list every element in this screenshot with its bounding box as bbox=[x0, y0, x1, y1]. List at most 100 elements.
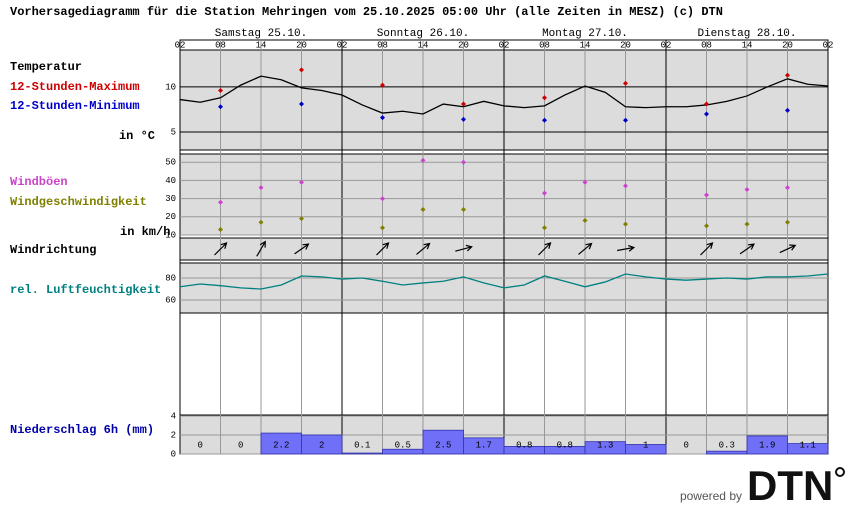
y-tick-label: 20 bbox=[165, 212, 176, 222]
marker bbox=[785, 219, 790, 225]
legend-label: Windböen bbox=[10, 175, 68, 189]
marker bbox=[704, 111, 709, 117]
marker bbox=[258, 185, 264, 191]
x-tick-label: 20 bbox=[782, 40, 793, 50]
x-tick-label: 02 bbox=[661, 40, 672, 50]
marker bbox=[582, 179, 588, 185]
x-tick-label: 14 bbox=[418, 40, 429, 50]
x-tick-label: 20 bbox=[296, 40, 307, 50]
day-label: Montag 27.10. bbox=[542, 28, 628, 40]
x-tick-label: 02 bbox=[823, 40, 834, 50]
marker bbox=[299, 67, 304, 73]
powered-by: powered by bbox=[680, 489, 742, 503]
x-tick-label: 14 bbox=[256, 40, 267, 50]
value-label: 1 bbox=[643, 440, 648, 450]
value-label: 1.3 bbox=[597, 440, 613, 450]
x-tick-label: 08 bbox=[539, 40, 550, 50]
series-line bbox=[179, 273, 829, 290]
marker bbox=[744, 186, 750, 192]
bar bbox=[706, 450, 748, 455]
day-label: Sonntag 26.10. bbox=[377, 28, 469, 40]
marker bbox=[704, 223, 709, 229]
value-label: 0 bbox=[684, 440, 689, 450]
marker bbox=[218, 104, 223, 110]
x-tick-label: 02 bbox=[337, 40, 348, 50]
marker bbox=[542, 117, 547, 123]
marker bbox=[461, 116, 466, 122]
y-tick-label: 10 bbox=[165, 82, 176, 92]
marker bbox=[623, 183, 628, 189]
logo-dot bbox=[835, 467, 845, 477]
wind-arrow bbox=[700, 242, 714, 256]
value-label: 2.5 bbox=[435, 440, 451, 450]
marker bbox=[785, 72, 790, 78]
marker bbox=[420, 157, 426, 163]
marker bbox=[299, 179, 304, 185]
value-label: 1.7 bbox=[476, 440, 492, 450]
day-label: Dienstag 28.10. bbox=[697, 28, 796, 40]
marker bbox=[420, 207, 426, 213]
y-tick-label: 30 bbox=[165, 194, 176, 204]
x-tick-label: 20 bbox=[458, 40, 469, 50]
marker bbox=[299, 101, 304, 107]
x-tick-label: 14 bbox=[742, 40, 753, 50]
marker bbox=[218, 199, 223, 205]
wind-arrow bbox=[779, 244, 797, 254]
bar bbox=[625, 444, 667, 455]
value-label: 2 bbox=[319, 440, 324, 450]
value-label: 0.1 bbox=[354, 440, 370, 450]
panel-label: Temperatur bbox=[10, 60, 82, 74]
marker bbox=[380, 225, 385, 231]
x-tick-label: 14 bbox=[580, 40, 591, 50]
legend-label: 12-Stunden-Minimum bbox=[10, 99, 140, 113]
wind-arrow bbox=[214, 242, 228, 256]
bar bbox=[463, 437, 505, 455]
marker bbox=[623, 117, 628, 123]
marker bbox=[542, 95, 547, 101]
value-label: 0 bbox=[198, 440, 203, 450]
marker bbox=[258, 219, 264, 225]
y-tick-label: 5 bbox=[171, 127, 176, 137]
y-tick-label: 60 bbox=[165, 295, 176, 305]
value-label: 0.5 bbox=[395, 440, 411, 450]
marker bbox=[623, 80, 628, 86]
y-tick-label: 50 bbox=[165, 158, 176, 168]
wind-arrow bbox=[739, 243, 755, 255]
value-label: 2.2 bbox=[273, 440, 289, 450]
wind-arrow bbox=[256, 240, 266, 257]
marker bbox=[461, 101, 466, 107]
marker bbox=[542, 190, 547, 196]
y-tick-label: 10 bbox=[165, 230, 176, 240]
value-label: 1.1 bbox=[800, 440, 816, 450]
bar bbox=[341, 452, 383, 455]
marker bbox=[461, 207, 466, 213]
marker bbox=[380, 115, 385, 121]
series-line bbox=[179, 75, 829, 115]
marker bbox=[299, 216, 304, 222]
value-label: 0.8 bbox=[557, 440, 573, 450]
title: Vorhersagediagramm für die Station Mehri… bbox=[10, 5, 723, 19]
value-label: 0 bbox=[238, 440, 243, 450]
legend-label: 12-Stunden-Maximum bbox=[10, 80, 140, 94]
x-tick-label: 02 bbox=[175, 40, 186, 50]
value-label: 1.9 bbox=[759, 440, 775, 450]
y-tick-label: 0 bbox=[171, 449, 176, 459]
panel-label: Niederschlag 6h (mm) bbox=[10, 423, 154, 437]
value-label: 0.8 bbox=[516, 440, 532, 450]
x-tick-label: 08 bbox=[701, 40, 712, 50]
marker bbox=[704, 101, 709, 107]
wind-arrow bbox=[455, 244, 473, 252]
marker bbox=[623, 221, 628, 227]
wind-arrow bbox=[578, 242, 593, 255]
unit-label: in °C bbox=[119, 129, 155, 143]
marker bbox=[218, 227, 223, 233]
bar bbox=[787, 443, 829, 455]
marker bbox=[785, 107, 790, 113]
marker bbox=[380, 82, 385, 88]
logo: DTN bbox=[747, 462, 833, 509]
marker bbox=[380, 196, 385, 202]
y-tick-label: 80 bbox=[165, 273, 176, 283]
legend-label: Windgeschwindigkeit bbox=[10, 195, 147, 209]
wind-arrow bbox=[617, 245, 636, 252]
day-label: Samstag 25.10. bbox=[215, 28, 307, 40]
